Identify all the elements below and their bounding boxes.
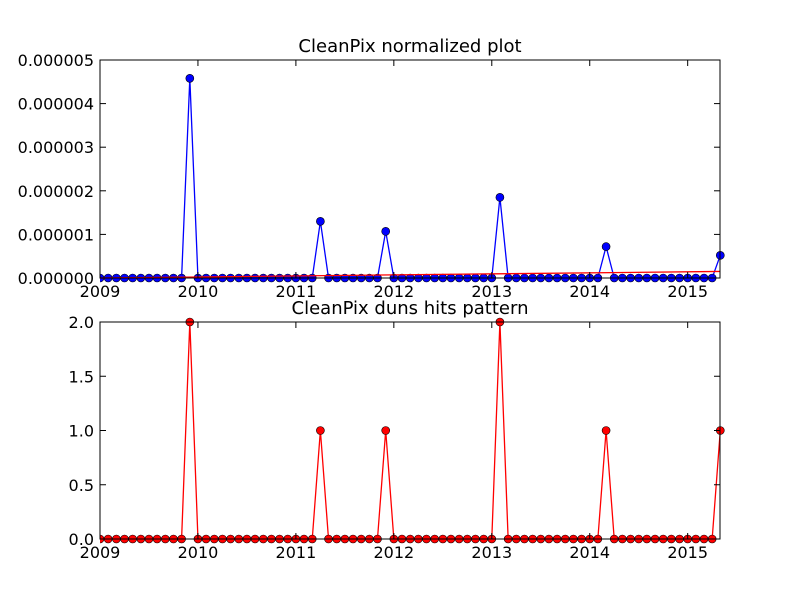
- x-tick-label: 2012: [373, 282, 414, 301]
- series-line: [100, 270, 721, 279]
- y-tick-label: 0.000000: [18, 269, 94, 288]
- x-tick-label: 2011: [276, 282, 317, 301]
- series-line: [100, 78, 721, 279]
- top-chart: CleanPix normalized plot 2009 2010 2011 201…: [18, 36, 725, 301]
- chart-title: CleanPix normalized plot: [298, 36, 521, 57]
- x-tick-label: 2010: [178, 543, 219, 562]
- y-tick-label: 0.000005: [18, 51, 94, 70]
- x-tick-label: 2011: [276, 543, 317, 562]
- x-tick-label: 2013: [471, 543, 512, 562]
- y-tick-label: 0.000004: [18, 95, 94, 114]
- y-tick-label: 0.000003: [18, 138, 94, 157]
- x-tick-label: 2014: [569, 543, 610, 562]
- bottom-chart: CleanPix duns hits pattern 2009 2010 2011 2…: [69, 298, 725, 562]
- y-tick-label: 1.0: [69, 422, 94, 441]
- series-line: [100, 321, 721, 540]
- x-tick-label: 2015: [667, 282, 708, 301]
- data-point: [381, 227, 391, 236]
- y-tick-label: 0.0: [69, 530, 94, 549]
- x-tick-label: 2012: [373, 543, 414, 562]
- x-tick-label: 2013: [471, 282, 512, 301]
- data-point: [316, 426, 325, 435]
- x-tick-label: 2014: [569, 282, 610, 301]
- axes-frame: [99, 59, 721, 279]
- data-point: [316, 217, 325, 226]
- data-point: [495, 193, 505, 202]
- y-tick-label: 2.0: [69, 313, 94, 332]
- x-tick-label: 2010: [178, 282, 219, 301]
- data-point: [601, 426, 611, 435]
- y-tick-label: 1.5: [69, 367, 94, 386]
- x-tick-label: 2009: [80, 543, 121, 562]
- data-point: [381, 426, 391, 435]
- axes-frame: [99, 321, 721, 540]
- data-point: [185, 74, 195, 83]
- y-tick-label: 0.000001: [18, 225, 94, 244]
- x-tick-label: 2015: [667, 543, 708, 562]
- y-tick-label: 0.000002: [18, 182, 94, 201]
- y-tick-label: 0.5: [69, 476, 94, 495]
- plot-area: [100, 317, 725, 544]
- chart-title: CleanPix duns hits pattern: [292, 298, 529, 319]
- data-point: [601, 242, 611, 251]
- x-tick-label: 2009: [80, 282, 121, 301]
- plot-area: [100, 74, 725, 283]
